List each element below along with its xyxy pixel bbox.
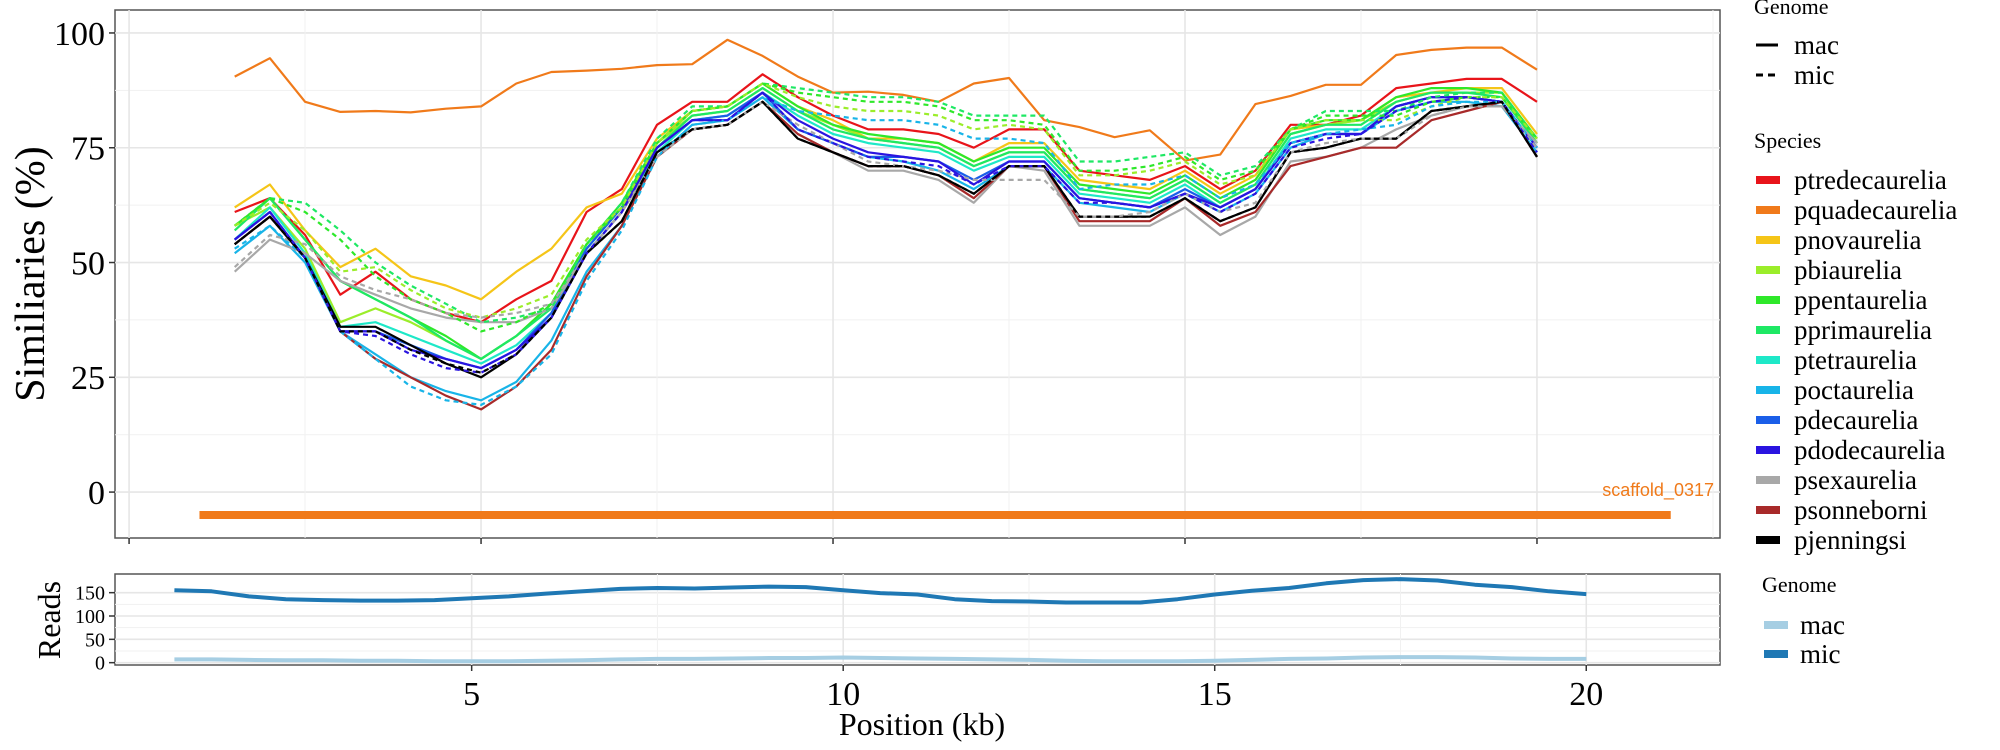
x-tick-label: 15 xyxy=(1198,676,1232,713)
series-line-ptetraurelia-mac xyxy=(233,91,1538,365)
y-tick-label: 0 xyxy=(95,653,105,675)
legend-label: ptredecaurelia xyxy=(1794,165,1947,195)
x-tick-label: 20 xyxy=(1569,676,1603,713)
legend-swatch-psexaurelia xyxy=(1756,476,1780,484)
legend-swatch-ppentaurelia xyxy=(1756,296,1780,304)
x-tick-label: 10 xyxy=(826,676,860,713)
similarity-axis-ticks: 0 25 50 75 100 xyxy=(54,16,1538,544)
legend-label: pbiaurelia xyxy=(1794,255,1902,285)
legend-swatch-pnovaurelia xyxy=(1756,236,1780,244)
series-line-ppentaurelia-mic xyxy=(234,82,1538,333)
y-tick-label: 0 xyxy=(88,475,105,512)
series-line-pquadecaurelia-mac xyxy=(234,38,1538,162)
legend-swatch-pjenningsi xyxy=(1756,536,1780,544)
legend-label: mic xyxy=(1800,639,1841,669)
legend-swatch-pdecaurelia xyxy=(1756,416,1780,424)
legend-swatch-ptetraurelia xyxy=(1756,356,1780,364)
legend-species: Species ptredecaureliapquadecaureliapnova… xyxy=(1754,128,1957,555)
similarity-y-axis-label: Similiaries (%) xyxy=(8,146,54,401)
legend-swatch-mac xyxy=(1764,621,1788,629)
y-tick-label: 50 xyxy=(71,245,105,282)
legend-swatch-pdodecaurelia xyxy=(1756,446,1780,454)
reads-y-axis-label: Reads xyxy=(31,581,67,659)
legend-label: pnovaurelia xyxy=(1794,225,1921,255)
y-tick-label: 50 xyxy=(85,629,105,651)
legend-swatch-psonneborni xyxy=(1756,506,1780,514)
y-tick-label: 25 xyxy=(71,360,105,397)
legend-title: Species xyxy=(1754,128,1821,153)
y-tick-label: 100 xyxy=(75,606,105,628)
legend-swatch-pbiaurelia xyxy=(1756,266,1780,274)
x-tick-label: 5 xyxy=(463,676,480,713)
series-line-pprimaurelia-mac xyxy=(233,86,1538,360)
series-line-poctaurelia-mic xyxy=(234,96,1538,406)
series-line-pbiaurelia-mic xyxy=(234,82,1538,319)
legend-label: mic xyxy=(1794,60,1835,90)
legend-title: Genome xyxy=(1754,0,1829,19)
legend-label: pprimaurelia xyxy=(1794,315,1932,345)
similarity-panel: 0 25 50 75 100 scaffold_0317 Similiaries (%) xyxy=(8,9,1721,544)
series-line-pdodecaurelia-mic xyxy=(234,91,1538,374)
legend-label: psonneborni xyxy=(1794,495,1927,525)
series-line-mic xyxy=(174,577,1587,605)
legend-swatch-ptredecaurelia xyxy=(1756,176,1780,184)
scaffold-label: scaffold_0317 xyxy=(1602,480,1714,501)
legend-swatch-mic xyxy=(1764,650,1788,658)
legend-swatch-poctaurelia xyxy=(1756,386,1780,394)
legend-label: ppentaurelia xyxy=(1794,285,1927,315)
legend-label: mac xyxy=(1800,610,1845,640)
legend-swatch-pquadecaurelia xyxy=(1756,206,1780,214)
legend-label: mac xyxy=(1794,30,1839,60)
legend-label: pquadecaurelia xyxy=(1794,195,1957,225)
legend-label: poctaurelia xyxy=(1794,375,1914,405)
y-tick-label: 75 xyxy=(71,131,105,168)
reads-x-axis-label: Position (kb) xyxy=(839,706,1005,742)
similarity-gridlines xyxy=(115,10,1720,538)
y-tick-label: 150 xyxy=(75,583,105,605)
reads-plot-area xyxy=(114,573,1721,666)
legend-label: pdecaurelia xyxy=(1794,405,1918,435)
similarity-series xyxy=(233,38,1538,411)
reads-series xyxy=(174,577,1587,664)
legend-label: pdodecaurelia xyxy=(1794,435,1945,465)
legend-label: ptetraurelia xyxy=(1794,345,1917,375)
legend-swatch-pprimaurelia xyxy=(1756,326,1780,334)
scaffold-annotation: scaffold_0317 xyxy=(199,480,1714,520)
series-line-psexaurelia-mic xyxy=(233,100,1538,319)
legend-label: pjenningsi xyxy=(1794,525,1907,555)
y-tick-label: 100 xyxy=(54,16,105,53)
series-line-pjenningsi-mic xyxy=(234,100,1538,374)
legend-label: psexaurelia xyxy=(1794,465,1917,495)
legend-title: Genome xyxy=(1762,572,1837,597)
series-line-mac xyxy=(174,655,1587,664)
